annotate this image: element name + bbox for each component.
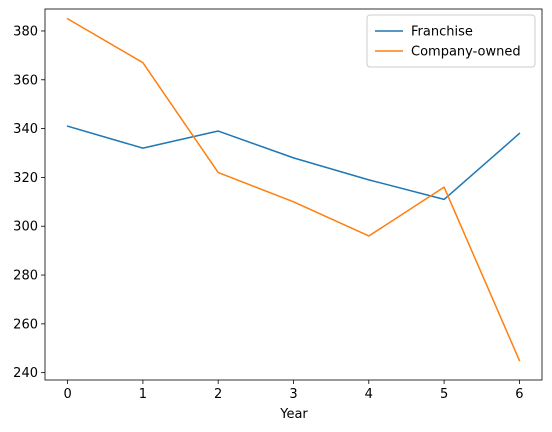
y-tick-label: 300 xyxy=(13,220,38,235)
legend-label: Franchise xyxy=(411,25,473,40)
x-tick-label: 4 xyxy=(365,387,373,402)
y-tick-label: 240 xyxy=(13,366,38,381)
series-line-0 xyxy=(66,125,521,201)
x-tick-label: 3 xyxy=(289,387,297,402)
y-tick-label: 320 xyxy=(13,171,38,186)
y-tick-label: 360 xyxy=(13,73,38,88)
plot-area: 0 1 2 3 4 5 6 240 260 280 300 320 340 360 380 xyxy=(13,8,543,402)
x-tick-label: 6 xyxy=(515,387,523,402)
series-line-1 xyxy=(66,17,521,362)
x-tick-label: 5 xyxy=(440,387,448,402)
x-tick-label: 0 xyxy=(63,387,71,402)
x-tick-label: 1 xyxy=(139,387,147,402)
y-tick-label: 280 xyxy=(13,269,38,284)
legend: Franchise Company-owned xyxy=(366,14,536,68)
x-tick-label: 2 xyxy=(214,387,222,402)
x-axis-label: Year xyxy=(279,407,308,422)
legend-label: Company-owned xyxy=(411,45,521,60)
y-tick-label: 260 xyxy=(13,317,38,332)
y-tick-label: 380 xyxy=(13,24,38,39)
legend-box xyxy=(366,14,536,68)
y-tick-label: 340 xyxy=(13,122,38,137)
